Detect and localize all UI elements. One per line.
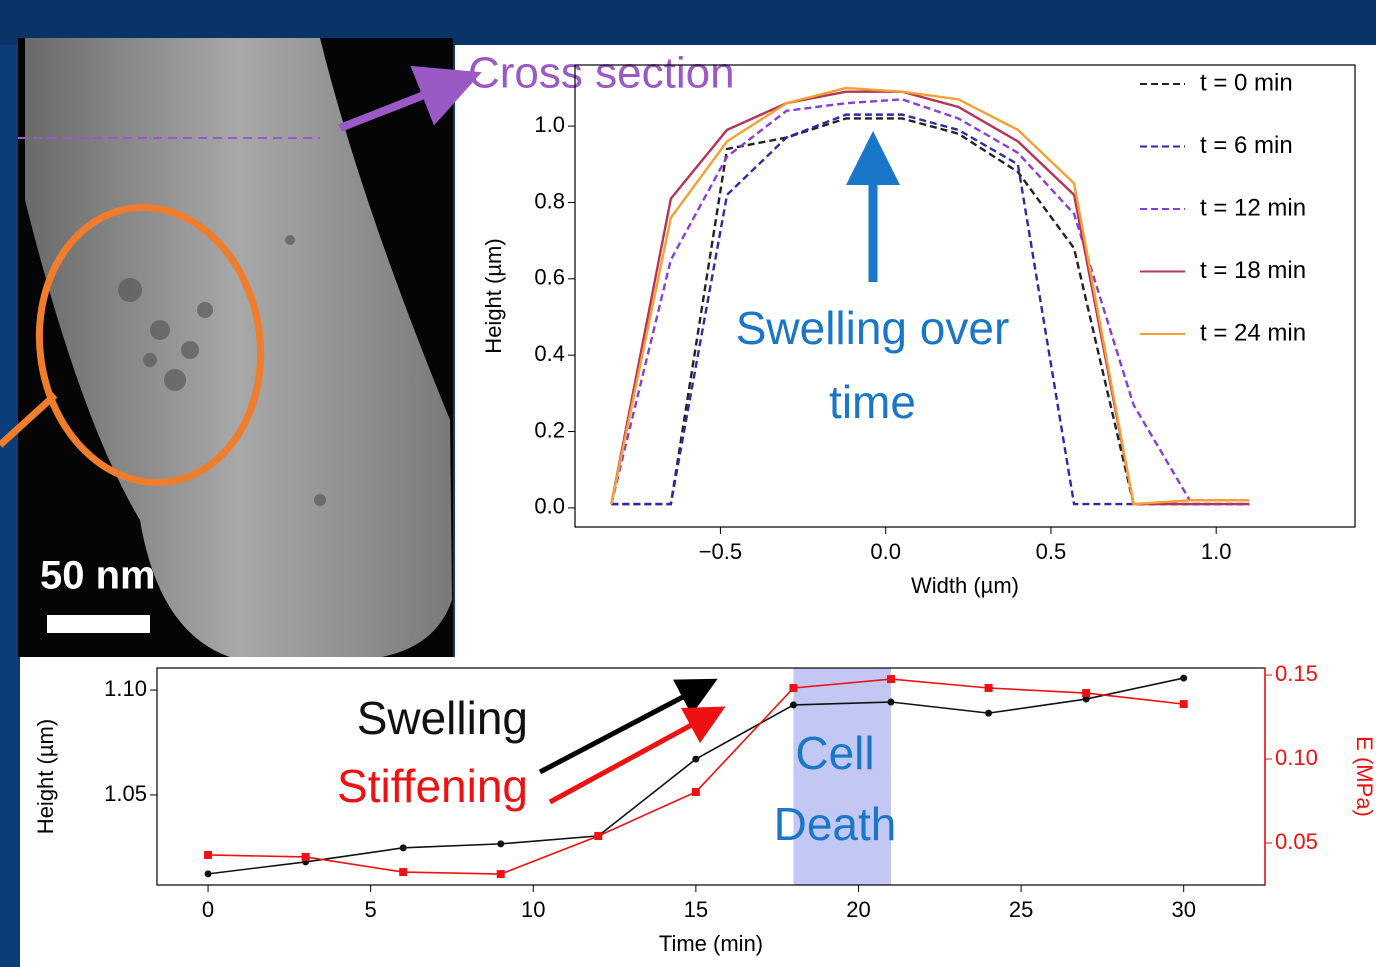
- x-tick-label: −0.5: [699, 539, 742, 564]
- swelling-arrow-2: [538, 678, 718, 775]
- marker: [204, 850, 213, 859]
- plot-frame: [574, 64, 1356, 528]
- cross-section-label: Cross section: [468, 49, 735, 98]
- marker: [1082, 695, 1090, 703]
- series-line: [610, 98, 1250, 505]
- y-tick-label: 0.6: [534, 265, 565, 290]
- x-tick-label: 15: [684, 897, 708, 922]
- annotation: Swelling over time: [735, 302, 1010, 428]
- series-annotation: Swelling: [357, 692, 528, 744]
- afm-image: [18, 38, 453, 657]
- top-panel: [455, 45, 1376, 657]
- y-tick-label: 0.4: [534, 341, 565, 366]
- marker: [789, 683, 798, 692]
- cross-section-arrow: [338, 65, 482, 132]
- x-axis-label: Width (µm): [911, 573, 1019, 598]
- legend-label: t = 24 min: [1200, 319, 1306, 346]
- y-tick-label: 1.0: [534, 112, 565, 137]
- marker: [594, 831, 603, 840]
- x-tick-label: 0.0: [870, 539, 901, 564]
- marker: [984, 683, 993, 692]
- scale-bar-label: 50 nm: [40, 554, 156, 598]
- series-annotation: Stiffening: [337, 760, 528, 812]
- y-tick-label: 1.05: [104, 781, 147, 806]
- marker: [204, 870, 212, 878]
- marker: [399, 844, 407, 852]
- y-tick-label: 0.0: [534, 494, 565, 519]
- legend-label: t = 6 min: [1200, 132, 1293, 159]
- marker: [1179, 700, 1188, 709]
- y2-tick-label: 0.10: [1275, 745, 1318, 770]
- marker: [1180, 674, 1188, 682]
- series-line: [610, 86, 1250, 506]
- y2-tick-label: 0.05: [1275, 829, 1318, 854]
- x-tick-label: 1.0: [1201, 539, 1232, 564]
- x-tick-label: 25: [1009, 897, 1033, 922]
- marker: [691, 787, 700, 796]
- marker: [301, 852, 310, 861]
- marker: [789, 701, 797, 709]
- legend-label: t = 18 min: [1200, 257, 1306, 284]
- marker: [887, 698, 895, 706]
- top-band: [0, 0, 1376, 45]
- y2-axis-label: E (MPa): [1352, 736, 1376, 817]
- legend-label: t = 0 min: [1200, 69, 1293, 96]
- marker: [887, 675, 896, 684]
- cell: [25, 38, 452, 657]
- marker: [399, 868, 408, 877]
- scale-bar: [47, 615, 150, 633]
- surface-features: [118, 235, 326, 506]
- stiffening-arrow: [548, 706, 726, 805]
- y-axis-label: Height (µm): [481, 238, 506, 353]
- marker: [692, 755, 700, 763]
- x-tick-label: 0.5: [1036, 539, 1067, 564]
- y-tick-label: 0.2: [534, 417, 565, 442]
- x-tick-label: 5: [365, 897, 377, 922]
- highlight-ellipse: [35, 203, 265, 487]
- x-tick-label: 30: [1171, 897, 1195, 922]
- y2-tick-label: 0.15: [1275, 661, 1318, 686]
- x-tick-label: 0: [202, 897, 214, 922]
- y-tick-label: 0.8: [534, 188, 565, 213]
- marker: [1082, 689, 1091, 698]
- marker: [497, 840, 505, 848]
- marker: [985, 709, 993, 717]
- y-axis-label: Height (µm): [33, 719, 58, 834]
- marker: [496, 870, 505, 879]
- x-tick-label: 10: [521, 897, 545, 922]
- legend-label: t = 12 min: [1200, 194, 1306, 221]
- x-axis-label: Time (min): [659, 931, 763, 956]
- highlight-label: Cell Death: [773, 727, 897, 851]
- y-tick-label: 1.10: [104, 676, 147, 701]
- x-tick-label: 20: [846, 897, 870, 922]
- ellipse-pointer: [0, 392, 58, 448]
